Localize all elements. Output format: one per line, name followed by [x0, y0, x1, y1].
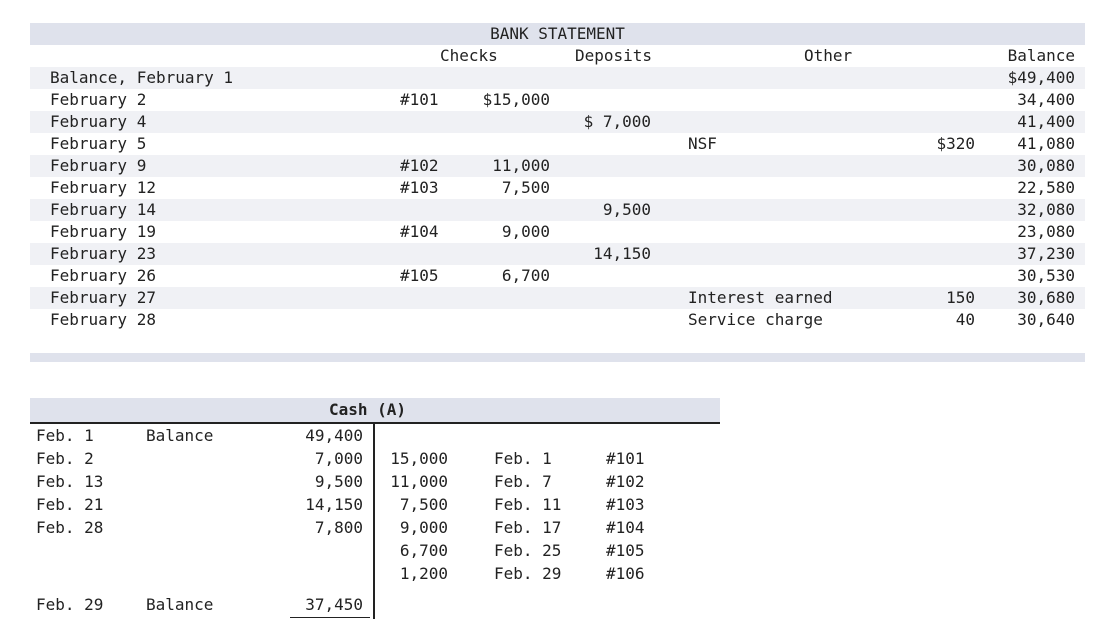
row-other-description: Service charge [688, 310, 823, 329]
header-checks: Checks [440, 46, 498, 65]
credit-check-number: #103 [606, 495, 645, 514]
header-balance: Balance [1007, 46, 1075, 65]
credit-date: Feb. 29 [494, 564, 562, 583]
debit-date: Feb. 2 [36, 449, 94, 468]
bank-statement: BANK STATEMENT Checks Deposits Other Bal… [30, 23, 1085, 362]
debit-date: Feb. 28 [36, 518, 104, 537]
bank-statement-row [30, 67, 1085, 89]
bank-statement-header-row [30, 45, 1085, 67]
ending-balance-amount: 37,450 [305, 595, 363, 614]
debit-date: Feb. 21 [36, 495, 104, 514]
row-balance: 34,400 [1017, 90, 1075, 109]
row-check-number: #103 [400, 178, 439, 197]
row-other-amount: 150 [946, 288, 975, 307]
credit-date: Feb. 1 [494, 449, 552, 468]
row-check-number: #105 [400, 266, 439, 285]
bank-statement-row [30, 199, 1085, 221]
credit-amount: 7,500 [399, 495, 448, 514]
row-balance: 30,640 [1017, 310, 1075, 329]
debit-description: Balance [146, 426, 214, 445]
row-other-amount: 40 [955, 310, 975, 329]
row-date: February 28 [50, 310, 156, 329]
row-balance: $49,400 [1007, 68, 1075, 87]
row-balance: 41,080 [1017, 134, 1075, 153]
row-deposit: 14,150 [593, 244, 651, 263]
bank-statement-row [30, 155, 1085, 177]
credit-date: Feb. 7 [494, 472, 552, 491]
credit-amount: 9,000 [399, 518, 448, 537]
credit-check-number: #102 [606, 472, 645, 491]
bank-statement-row [30, 243, 1085, 265]
debit-amount: 7,000 [314, 449, 363, 468]
cash-account-header-band [30, 398, 720, 422]
row-date: February 4 [50, 112, 147, 131]
cash-account-title: Cash (A) [329, 400, 407, 419]
row-date: February 19 [50, 222, 156, 241]
row-date: February 23 [50, 244, 156, 263]
header-deposits: Deposits [575, 46, 653, 65]
row-date: February 9 [50, 156, 147, 175]
row-balance: 32,080 [1017, 200, 1075, 219]
t-account-vertical-rule [373, 424, 375, 619]
t-account-horizontal-rule [30, 422, 720, 424]
ending-balance-label: Balance [146, 595, 214, 614]
row-other-description: Interest earned [688, 288, 833, 307]
bank-statement-title-band [30, 23, 1085, 45]
bank-statement-row [30, 111, 1085, 133]
row-date: February 5 [50, 134, 147, 153]
credit-date: Feb. 11 [494, 495, 562, 514]
debit-date: Feb. 13 [36, 472, 104, 491]
row-deposit: $ 7,000 [583, 112, 651, 131]
row-check-amount: 9,000 [501, 222, 550, 241]
row-date: February 26 [50, 266, 156, 285]
ending-balance-date: Feb. 29 [36, 595, 104, 614]
row-balance: 30,080 [1017, 156, 1075, 175]
row-balance: 23,080 [1017, 222, 1075, 241]
row-date: February 14 [50, 200, 156, 219]
row-check-number: #104 [400, 222, 439, 241]
balance-underline [290, 617, 370, 618]
debit-amount: 49,400 [305, 426, 363, 445]
row-balance: 30,530 [1017, 266, 1075, 285]
row-check-amount: 7,500 [501, 178, 550, 197]
row-other-amount: $320 [936, 134, 975, 153]
row-balance: 37,230 [1017, 244, 1075, 263]
credit-amount: 6,700 [399, 541, 448, 560]
row-check-amount: 11,000 [492, 156, 550, 175]
credit-date: Feb. 17 [494, 518, 562, 537]
credit-amount: 11,000 [390, 472, 448, 491]
row-balance: 41,400 [1017, 112, 1075, 131]
credit-date: Feb. 25 [494, 541, 562, 560]
header-other: Other [804, 46, 853, 65]
bank-statement-row [30, 287, 1085, 309]
row-deposit: 9,500 [602, 200, 651, 219]
credit-check-number: #101 [606, 449, 645, 468]
row-balance: 22,580 [1017, 178, 1075, 197]
row-date: February 2 [50, 90, 147, 109]
row-check-number: #101 [400, 90, 439, 109]
bank-statement-bottom-bar [30, 353, 1085, 362]
row-check-amount: 6,700 [501, 266, 550, 285]
row-check-number: #102 [400, 156, 439, 175]
row-balance: 30,680 [1017, 288, 1075, 307]
credit-check-number: #104 [606, 518, 645, 537]
debit-amount: 7,800 [314, 518, 363, 537]
debit-amount: 9,500 [314, 472, 363, 491]
row-other-description: NSF [688, 134, 717, 153]
credit-amount: 15,000 [390, 449, 448, 468]
credit-amount: 1,200 [399, 564, 448, 583]
debit-date: Feb. 1 [36, 426, 94, 445]
row-date: Balance, February 1 [50, 68, 234, 87]
bank-statement-title: BANK STATEMENT [490, 24, 625, 43]
cash-t-account: Cash (A) Feb. 1 Balance 49,400 Feb. 2 7,000 F… [30, 398, 720, 624]
credit-check-number: #106 [606, 564, 645, 583]
credit-check-number: #105 [606, 541, 645, 560]
debit-amount: 14,150 [305, 495, 363, 514]
row-date: February 12 [50, 178, 156, 197]
row-check-amount: $15,000 [482, 90, 550, 109]
row-date: February 27 [50, 288, 156, 307]
